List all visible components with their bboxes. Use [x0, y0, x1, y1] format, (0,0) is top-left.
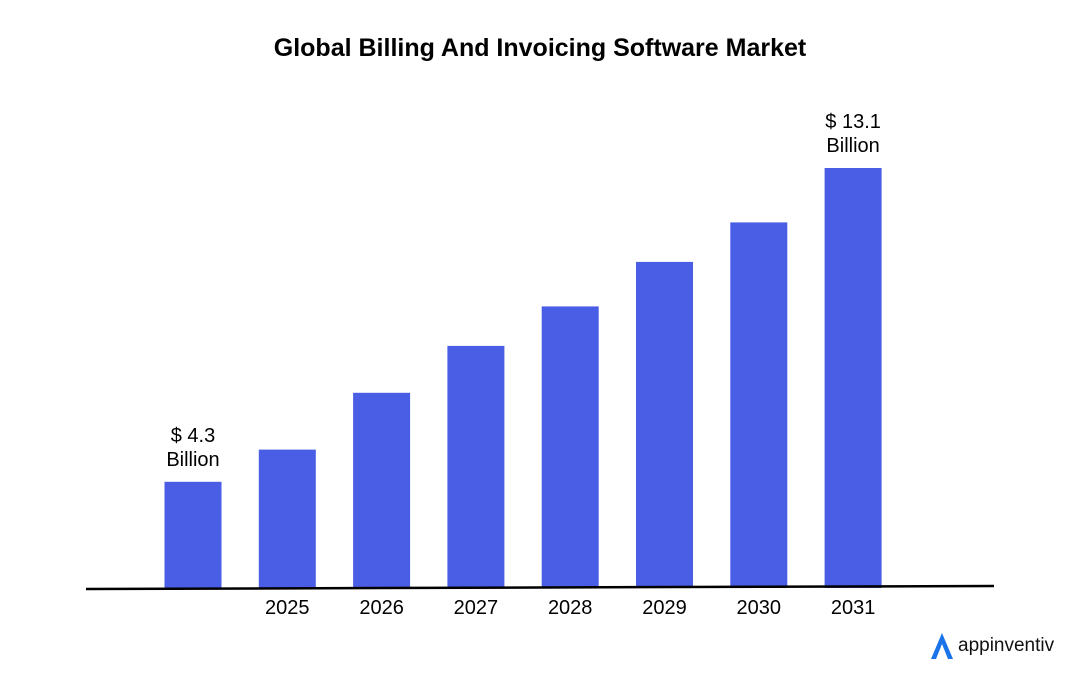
data-label: Billion [826, 135, 879, 157]
x-tick-label: 2027 [454, 597, 499, 619]
x-tick-label: 2031 [831, 597, 876, 619]
bar-first [164, 481, 222, 588]
x-tick-label: 2026 [359, 597, 404, 619]
x-tick-label: 2025 [265, 597, 310, 619]
x-tick-labels-group: 2025 2026 2027 2028 2029 2030 2031 [265, 597, 875, 619]
x-tick-label: 2028 [548, 597, 593, 619]
brand-name: appinventiv [958, 635, 1055, 656]
x-tick-label: 2029 [642, 597, 687, 619]
bar-2029 [636, 261, 693, 588]
bar-2031 [824, 168, 882, 588]
x-axis-line [85, 584, 995, 591]
bar-2025 [258, 449, 316, 588]
data-label: $ 4.3 [171, 425, 215, 447]
x-tick-label: 2030 [737, 597, 782, 619]
bar-2026 [353, 392, 411, 588]
chart-title: Global Billing And Invoicing Software Ma… [273, 34, 807, 62]
bar-2030 [730, 222, 788, 588]
appinventiv-logo-icon [931, 633, 953, 659]
bars-group [164, 168, 882, 588]
bar-2027 [447, 345, 505, 588]
brand-logo: appinventiv [930, 630, 1054, 662]
bar-2028 [541, 306, 599, 588]
data-label: Billion [166, 449, 219, 471]
data-label: $ 13.1 [825, 111, 881, 133]
